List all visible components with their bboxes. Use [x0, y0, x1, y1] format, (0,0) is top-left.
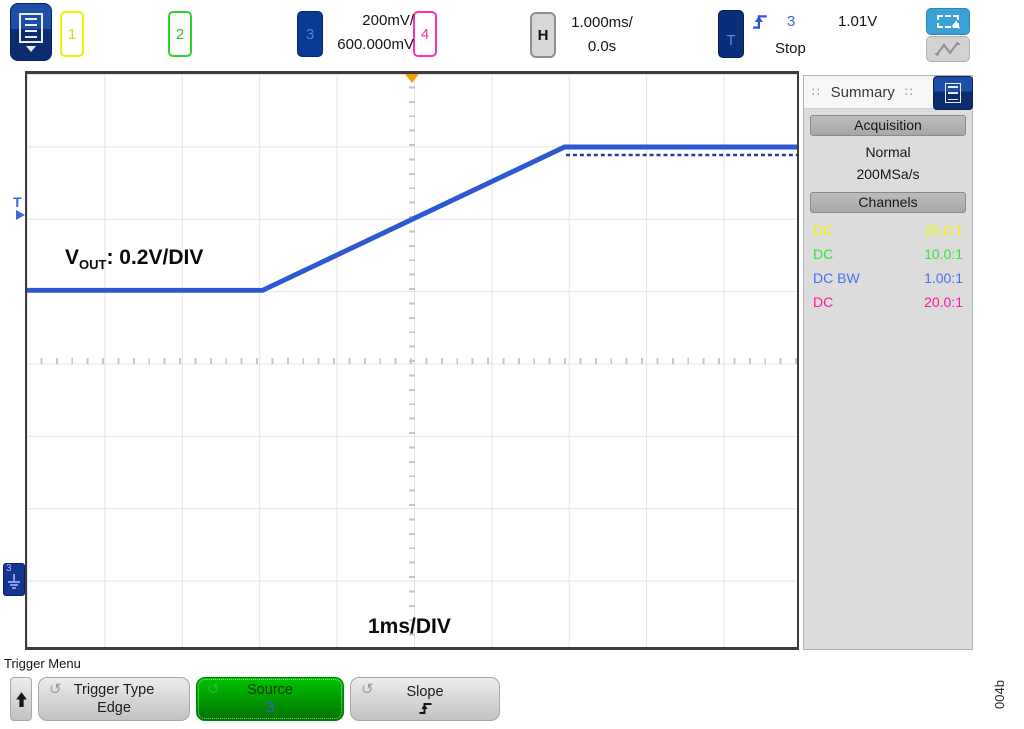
softkey-slope[interactable]: ↺ Slope	[350, 677, 500, 721]
trigger-level-marker-arrow[interactable]	[16, 210, 25, 220]
menu-list-icon	[945, 83, 961, 103]
horizontal-key[interactable]: H	[530, 12, 556, 58]
softkey-trigger-type[interactable]: ↺ Trigger Type Edge	[38, 677, 190, 721]
vout-annotation: VOUT: 0.2V/DIV	[65, 246, 204, 273]
channel-4-key[interactable]: 4	[413, 11, 437, 57]
channel-summary-row: DC 20.0:1	[813, 222, 963, 238]
waveform-trace	[27, 144, 797, 293]
channel-summary-row: DC 10.0:1	[813, 246, 963, 262]
waveform-svg	[27, 144, 797, 293]
ground-icon	[8, 574, 20, 589]
channel-3-offset: 600.000mV	[337, 36, 414, 53]
menu-list-icon	[19, 12, 43, 43]
trigger-key[interactable]: T	[718, 10, 744, 58]
drag-handle-icon[interactable]: ∷	[812, 85, 821, 99]
drag-handle-icon[interactable]: ∷	[904, 85, 914, 99]
trigger-level-readout: 1.01V	[838, 13, 878, 30]
summary-panel: ∷ Summary ∷ Acquisition Normal 200MSa/s …	[803, 75, 973, 650]
rotate-knob-icon: ↺	[361, 681, 374, 698]
channel-3-readout: 200mV/ 600.000mV	[326, 9, 414, 57]
sample-rate: 200MSa/s	[856, 166, 920, 182]
scope-graticule: VOUT: 0.2V/DIV 1ms/DIV	[25, 71, 799, 650]
main-menu-button[interactable]	[10, 3, 52, 61]
channel-2-key[interactable]: 2	[168, 11, 192, 57]
trigger-source-readout: 3	[787, 13, 796, 30]
acquisition-section-header: Acquisition	[810, 115, 966, 136]
softkey-menu-title: Trigger Menu	[4, 656, 81, 671]
rising-edge-icon	[419, 702, 431, 714]
menu-back-button[interactable]	[10, 677, 32, 721]
pan-waveform-button[interactable]	[926, 36, 970, 62]
summary-panel-title: Summary	[830, 83, 895, 101]
channel-3-scale: 200mV/	[362, 12, 414, 29]
acquisition-mode: Normal	[865, 144, 911, 160]
softkey-source[interactable]: ↺ Source 3	[196, 677, 344, 721]
horizontal-readout: 1.000ms/ 0.0s	[556, 11, 648, 59]
trigger-time-marker[interactable]	[405, 74, 419, 83]
rotate-knob-icon: ↺	[49, 681, 62, 698]
channel-3-key[interactable]: 3	[297, 11, 323, 57]
run-status: Stop	[775, 40, 806, 57]
center-horizontal-ticks	[27, 357, 797, 364]
chevron-down-icon	[26, 45, 36, 52]
channel-summary-row: DC BW 1.00:1	[813, 270, 963, 286]
channels-section-header: Channels	[810, 192, 966, 213]
channel-3-ground-marker[interactable]: 3	[3, 563, 25, 596]
channel-1-key[interactable]: 1	[60, 11, 84, 57]
rising-edge-icon	[753, 15, 767, 29]
zoom-select-button[interactable]	[926, 8, 970, 35]
up-arrow-icon	[15, 691, 27, 707]
pan-waveform-icon	[934, 41, 961, 57]
trigger-level-marker-label: T	[13, 194, 22, 210]
timebase-scale: 1.000ms/	[571, 14, 633, 31]
rotate-knob-icon: ↺	[207, 681, 220, 698]
zoom-select-icon	[937, 15, 963, 32]
summary-panel-menu-button[interactable]	[933, 76, 973, 110]
timebase-delay: 0.0s	[587, 38, 617, 55]
figure-number: 004b	[992, 680, 1007, 710]
channel-summary-row: DC 20.0:1	[813, 294, 963, 310]
timebase-annotation: 1ms/DIV	[368, 615, 451, 638]
